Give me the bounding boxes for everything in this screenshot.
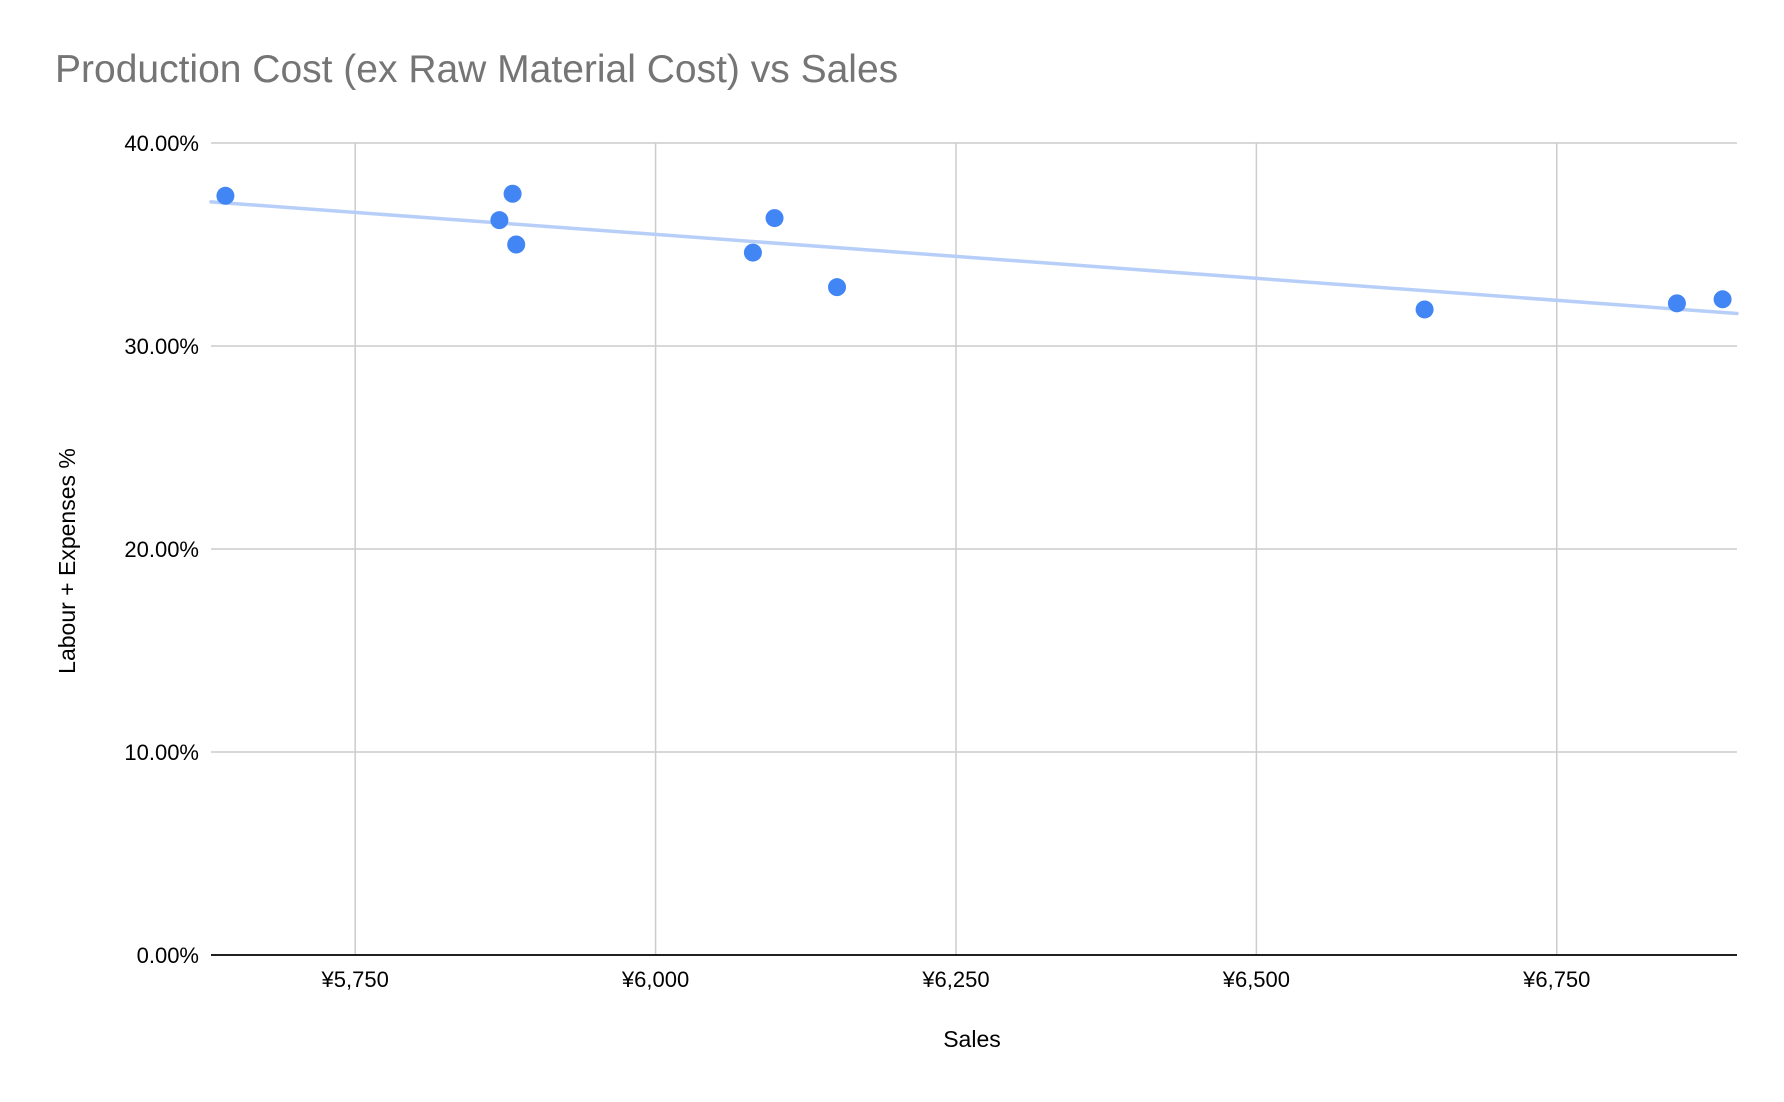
x-tick-label: ¥6,250: [921, 967, 989, 992]
y-tick-label: 40.00%: [124, 131, 199, 156]
x-tick-label: ¥5,750: [321, 967, 389, 992]
data-point: [216, 186, 235, 205]
data-point: [503, 184, 522, 203]
chart-title: Production Cost (ex Raw Material Cost) v…: [55, 48, 899, 91]
data-point: [743, 243, 762, 262]
data-point: [828, 278, 847, 297]
data-points: [216, 184, 1732, 319]
x-tick-label: ¥6,750: [1522, 967, 1590, 992]
x-tick-label: ¥6,000: [621, 967, 689, 992]
y-tick-label: 20.00%: [124, 537, 199, 562]
axis-labels: Sales Labour + Expenses % 0.00% 10.00% 20.…: [54, 131, 1590, 1052]
y-axis-title: Labour + Expenses %: [54, 448, 80, 674]
y-tick-label: 30.00%: [124, 334, 199, 359]
trendline-group: [209, 200, 1739, 316]
data-point: [1415, 300, 1434, 319]
data-point: [1667, 294, 1686, 313]
trendline: [209, 200, 1739, 316]
data-point: [490, 211, 509, 230]
grid-lines: [211, 142, 1737, 955]
y-tick-label: 0.00%: [137, 943, 199, 968]
data-point: [507, 235, 526, 254]
data-point: [1713, 290, 1732, 309]
y-tick-label: 10.00%: [124, 740, 199, 765]
x-tick-label: ¥6,500: [1222, 967, 1290, 992]
data-point: [765, 209, 784, 228]
x-axis-title: Sales: [943, 1026, 1001, 1052]
